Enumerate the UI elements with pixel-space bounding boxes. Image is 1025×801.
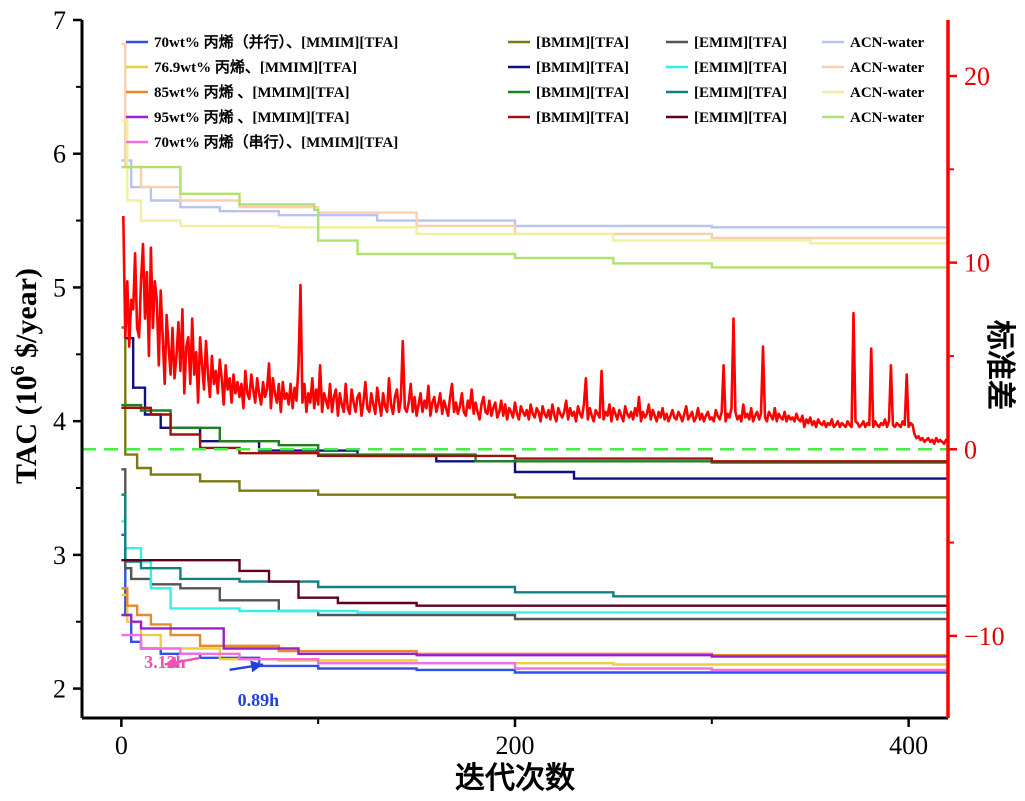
x-tick-label-2: 400 [889,731,928,760]
tac-series-4 [121,633,948,672]
legend-label-9: [EMIM][TFA] [694,35,787,51]
legend-label-1: 76.9wt% 丙烯、[MMIM][TFA] [154,58,357,76]
tac-series-12 [121,559,948,607]
y-tick-label-3: 5 [53,273,66,302]
y2-tick-label-2: 10 [964,249,990,278]
x-tick-label-0: 0 [115,731,128,760]
y-tick-label-2: 4 [53,407,66,436]
legend-label-14: ACN-water [850,60,924,76]
legend: 70wt% 丙烯（并行）、[MMIM][TFA] 76.9wt% 丙烯、[MMIM… [126,33,924,151]
tac-series-15 [121,119,950,245]
tac-series-3 [121,613,950,658]
legend-label-3: 95wt% 丙烯 、[MMIM][TFA] [154,108,350,126]
legend-label-13: ACN-water [850,35,924,51]
annotation-label-0: 3.12h [144,652,186,672]
series-layer [121,42,950,674]
y-axis-title-tail: $/year) [10,268,43,365]
tac-series-16 [121,165,950,276]
legend-label-5: [BMIM][TFA] [536,35,629,51]
y-tick-label-4: 6 [53,140,66,169]
y-tick-label-1: 3 [53,541,66,570]
tac-series-0 [121,533,948,674]
tac-series-8 [121,406,950,464]
axes-layer: 0 200 400 2 3 4 5 6 7 −10 0 10 20 [53,6,1005,760]
tac-series-2 [121,587,950,657]
y2-tick-label-3: 20 [964,62,990,91]
legend-label-15: ACN-water [850,85,924,101]
legend-label-8: [BMIM][TFA] [536,110,629,126]
annotation-arrowhead-1 [250,660,264,673]
legend-label-4: 70wt% 丙烯（串行）、[MMIM][TFA] [154,133,398,151]
y2-axis-title: 标准差 [983,320,1016,410]
tac-series-9 [121,468,950,621]
tac-series-5 [121,326,948,499]
annotation-label-1: 0.89h [238,690,280,710]
y-tick-label-0: 2 [53,675,66,704]
annotations: 3.12h 0.89h [144,652,279,710]
tac-series-11 [121,493,950,598]
std-dev-layer [122,215,949,445]
y-tick-label-5: 7 [53,6,66,35]
legend-label-12: [EMIM][TFA] [694,110,787,126]
x-axis-title: 迭代次数 [455,762,576,795]
legend-label-7: [BMIM][TFA] [536,85,629,101]
legend-label-10: [EMIM][TFA] [694,60,787,76]
legend-label-0: 70wt% 丙烯（并行）、[MMIM][TFA] [154,33,398,51]
annotation-arrowhead-0 [164,656,178,669]
x-tick-label-1: 200 [496,731,535,760]
y-axis-title-main: TAC (10 [10,375,43,484]
legend-label-11: [EMIM][TFA] [694,85,787,101]
legend-label-6: [BMIM][TFA] [536,60,629,76]
tac-series-10 [121,520,948,614]
tac-series-6 [125,337,948,480]
y-axis-title: TAC (106 $/year) [7,268,43,484]
legend-label-16: ACN-water [850,110,924,126]
tac-series-13 [121,159,950,229]
std-dev-series [122,215,949,445]
y2-tick-label-1: 0 [964,435,977,464]
y-axis-title-superscript: 6 [7,365,29,375]
y2-tick-label-0: −10 [964,622,1005,651]
legend-label-2: 85wt% 丙烯 、[MMIM][TFA] [154,83,350,101]
